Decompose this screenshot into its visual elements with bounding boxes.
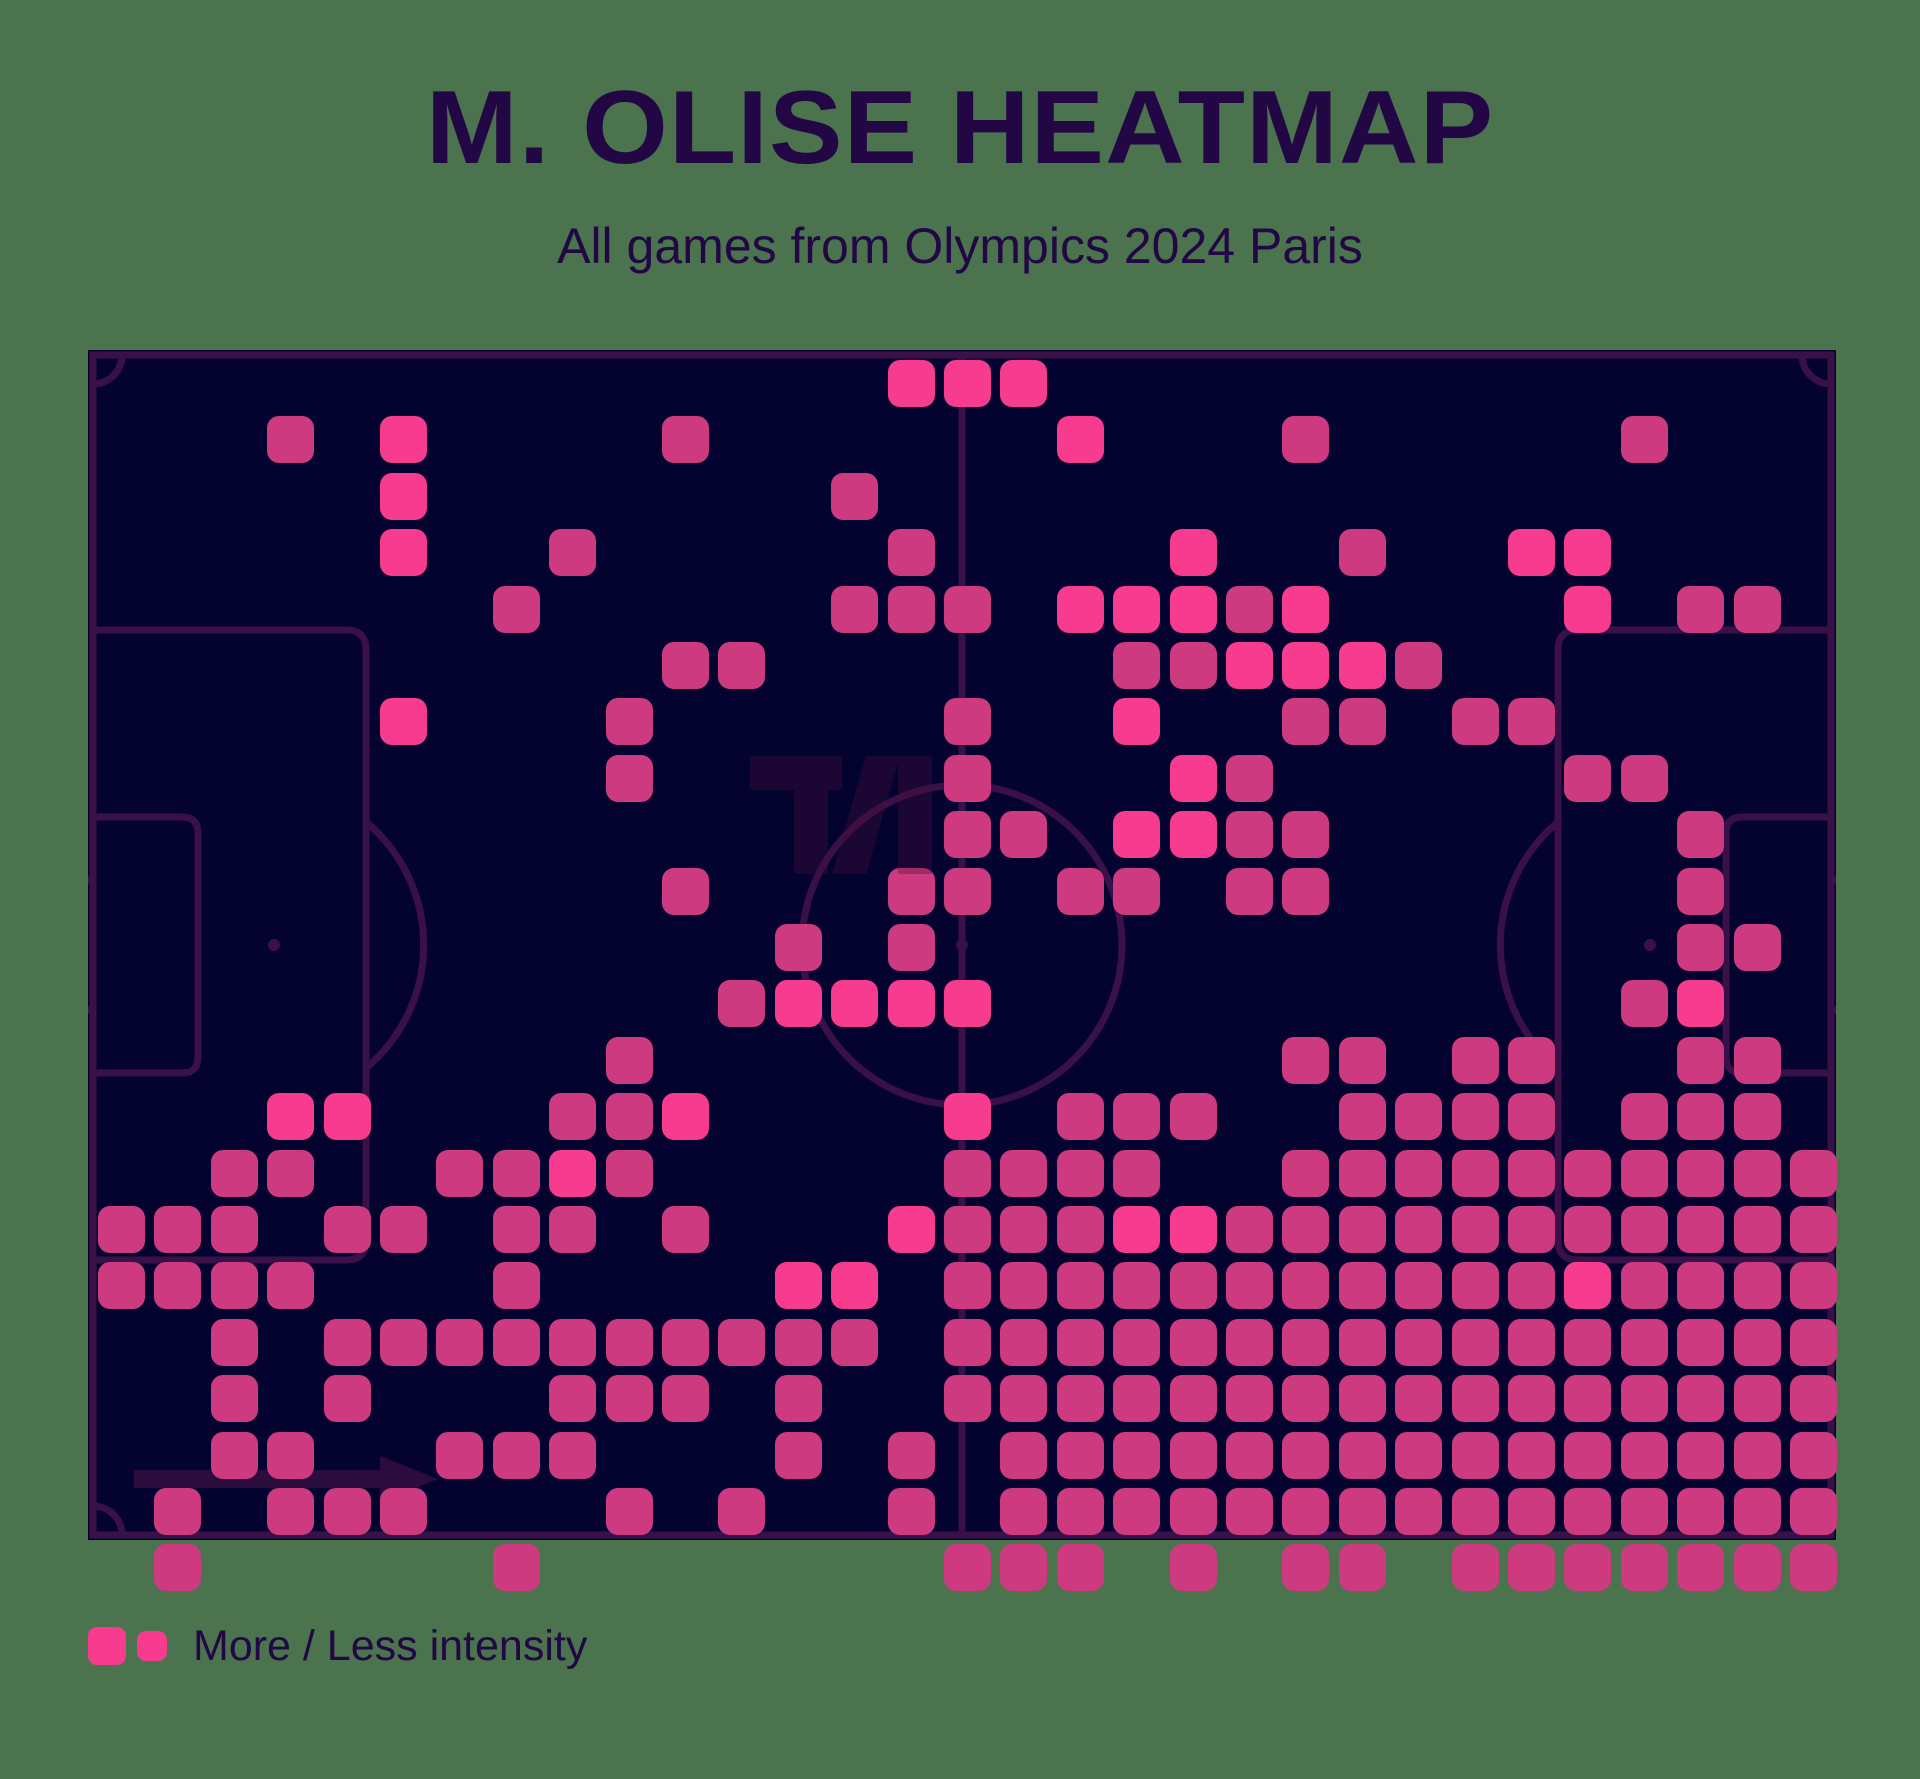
right-six-yard-box xyxy=(1722,813,1831,1077)
page-title: M. OLISE HEATMAP xyxy=(425,70,1495,186)
heatmap-cell xyxy=(1790,1544,1837,1592)
heatmap-cell xyxy=(154,1544,202,1592)
legend-label: More / Less intensity xyxy=(193,1622,588,1670)
right-penalty-spot xyxy=(1644,939,1656,951)
less-intensity-swatch xyxy=(137,1631,167,1661)
heatmap-cell xyxy=(1056,1544,1104,1592)
football-pitch xyxy=(88,350,1837,1592)
more-intensity-swatch xyxy=(88,1627,126,1665)
heatmap-cell xyxy=(1000,1544,1048,1592)
corner-arc-bottom-right xyxy=(1798,1502,1832,1536)
right-penalty-arc xyxy=(1496,819,1561,1071)
heatmap-cell xyxy=(1620,1544,1668,1592)
corner-arc-top-right xyxy=(1798,354,1832,388)
pitch-markings xyxy=(88,351,1836,1539)
corner-arc-top-left xyxy=(92,354,126,388)
heatmap-cell xyxy=(492,1544,540,1592)
attack-direction-arrow xyxy=(134,1456,438,1502)
heatmap-cell xyxy=(1733,1544,1781,1592)
heatmap-cell xyxy=(1564,1544,1612,1592)
corner-arc-bottom-left xyxy=(92,1502,126,1536)
left-penalty-arc xyxy=(363,819,428,1071)
left-penalty-spot xyxy=(268,939,280,951)
heatmap-cell xyxy=(944,1544,991,1592)
intensity-legend: More / Less intensity xyxy=(88,1616,587,1676)
center-spot xyxy=(956,939,968,951)
heatmap-cell xyxy=(1677,1544,1725,1592)
page-subtitle: All games from Olympics 2024 Paris xyxy=(557,218,1363,274)
heatmap-cell xyxy=(1282,1544,1330,1592)
heatmap-cell xyxy=(1508,1544,1555,1592)
heatmap-cell xyxy=(1451,1544,1499,1592)
left-penalty-area xyxy=(93,626,370,1264)
heatmap-cell xyxy=(1338,1544,1386,1592)
right-penalty-area xyxy=(1554,626,1831,1264)
left-six-yard-box xyxy=(93,813,202,1077)
heatmap-cell xyxy=(1169,1544,1217,1592)
